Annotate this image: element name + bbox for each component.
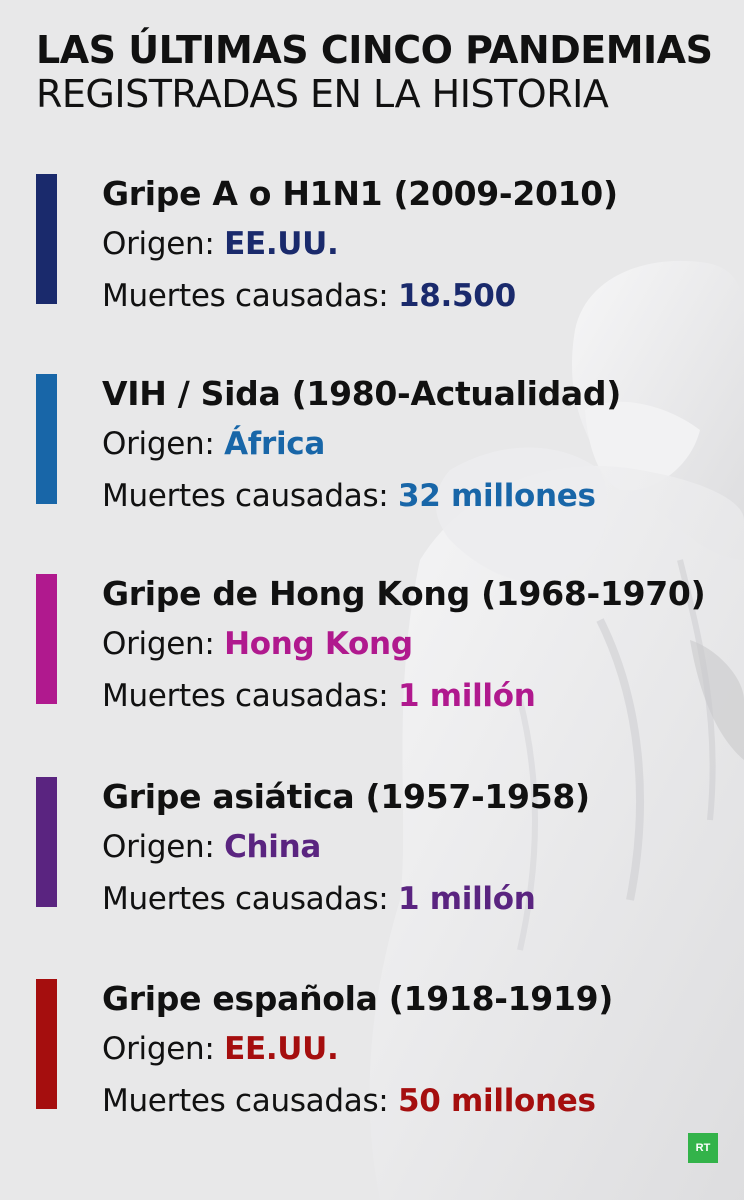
pandemic-info: Gripe española (1918-1919) Origen: EE.UU… bbox=[102, 975, 613, 1127]
origin-label: Origen: bbox=[102, 626, 215, 662]
pandemic-item-asiatica: Gripe asiática (1957-1958) Origen: China… bbox=[36, 773, 736, 917]
deaths-label: Muertes causadas: bbox=[102, 478, 389, 514]
origin-value: EE.UU. bbox=[224, 226, 339, 262]
deaths-value: 1 millón bbox=[398, 881, 536, 917]
deaths-line: Muertes causadas: 50 millones bbox=[102, 1075, 613, 1127]
origin-value: China bbox=[224, 829, 322, 865]
origin-value: Hong Kong bbox=[224, 626, 413, 662]
color-bar bbox=[36, 777, 57, 907]
deaths-value: 50 millones bbox=[398, 1083, 596, 1119]
origin-label: Origen: bbox=[102, 829, 215, 865]
pandemic-item-espanola: Gripe española (1918-1919) Origen: EE.UU… bbox=[36, 975, 736, 1119]
title-line-2: REGISTRADAS EN LA HISTORIA bbox=[36, 72, 609, 116]
pandemic-name: VIH / Sida (1980-Actualidad) bbox=[102, 374, 622, 413]
deaths-line: Muertes causadas: 32 millones bbox=[102, 470, 621, 522]
deaths-line: Muertes causadas: 1 millón bbox=[102, 873, 590, 925]
deaths-value: 32 millones bbox=[398, 478, 596, 514]
color-bar bbox=[36, 574, 57, 704]
origin-label: Origen: bbox=[102, 1031, 215, 1067]
pandemic-info: Gripe A o H1N1 (2009-2010) Origen: EE.UU… bbox=[102, 170, 618, 322]
deaths-label: Muertes causadas: bbox=[102, 1083, 389, 1119]
title-line-1: LAS ÚLTIMAS CINCO PANDEMIAS bbox=[36, 28, 713, 72]
color-bar bbox=[36, 174, 57, 304]
rt-logo: RT bbox=[688, 1133, 718, 1163]
pandemic-name: Gripe asiática (1957-1958) bbox=[102, 777, 590, 816]
pandemic-info: VIH / Sida (1980-Actualidad) Origen: Áfr… bbox=[102, 370, 621, 522]
origin-value: EE.UU. bbox=[224, 1031, 339, 1067]
origin-line: Origen: Hong Kong bbox=[102, 618, 705, 670]
origin-label: Origen: bbox=[102, 226, 215, 262]
origin-line: Origen: EE.UU. bbox=[102, 1023, 613, 1075]
pandemic-name: Gripe española (1918-1919) bbox=[102, 979, 614, 1018]
origin-line: Origen: EE.UU. bbox=[102, 218, 618, 270]
deaths-line: Muertes causadas: 1 millón bbox=[102, 670, 705, 722]
deaths-label: Muertes causadas: bbox=[102, 678, 389, 714]
pandemic-info: Gripe asiática (1957-1958) Origen: China… bbox=[102, 773, 590, 925]
deaths-value: 18.500 bbox=[398, 278, 516, 314]
deaths-value: 1 millón bbox=[398, 678, 536, 714]
origin-line: Origen: África bbox=[102, 418, 621, 470]
infographic-title: LAS ÚLTIMAS CINCO PANDEMIAS REGISTRADAS … bbox=[36, 28, 713, 116]
origin-line: Origen: China bbox=[102, 821, 590, 873]
pandemic-item-hong-kong: Gripe de Hong Kong (1968-1970) Origen: H… bbox=[36, 570, 736, 714]
deaths-label: Muertes causadas: bbox=[102, 278, 389, 314]
color-bar bbox=[36, 979, 57, 1109]
pandemic-name: Gripe de Hong Kong (1968-1970) bbox=[102, 574, 706, 613]
color-bar bbox=[36, 374, 57, 504]
origin-value: África bbox=[224, 426, 325, 462]
origin-label: Origen: bbox=[102, 426, 215, 462]
pandemic-item-h1n1: Gripe A o H1N1 (2009-2010) Origen: EE.UU… bbox=[36, 170, 736, 314]
pandemic-item-vih-sida: VIH / Sida (1980-Actualidad) Origen: Áfr… bbox=[36, 370, 736, 514]
pandemic-name: Gripe A o H1N1 (2009-2010) bbox=[102, 174, 618, 213]
deaths-line: Muertes causadas: 18.500 bbox=[102, 270, 618, 322]
pandemic-info: Gripe de Hong Kong (1968-1970) Origen: H… bbox=[102, 570, 706, 722]
deaths-label: Muertes causadas: bbox=[102, 881, 389, 917]
